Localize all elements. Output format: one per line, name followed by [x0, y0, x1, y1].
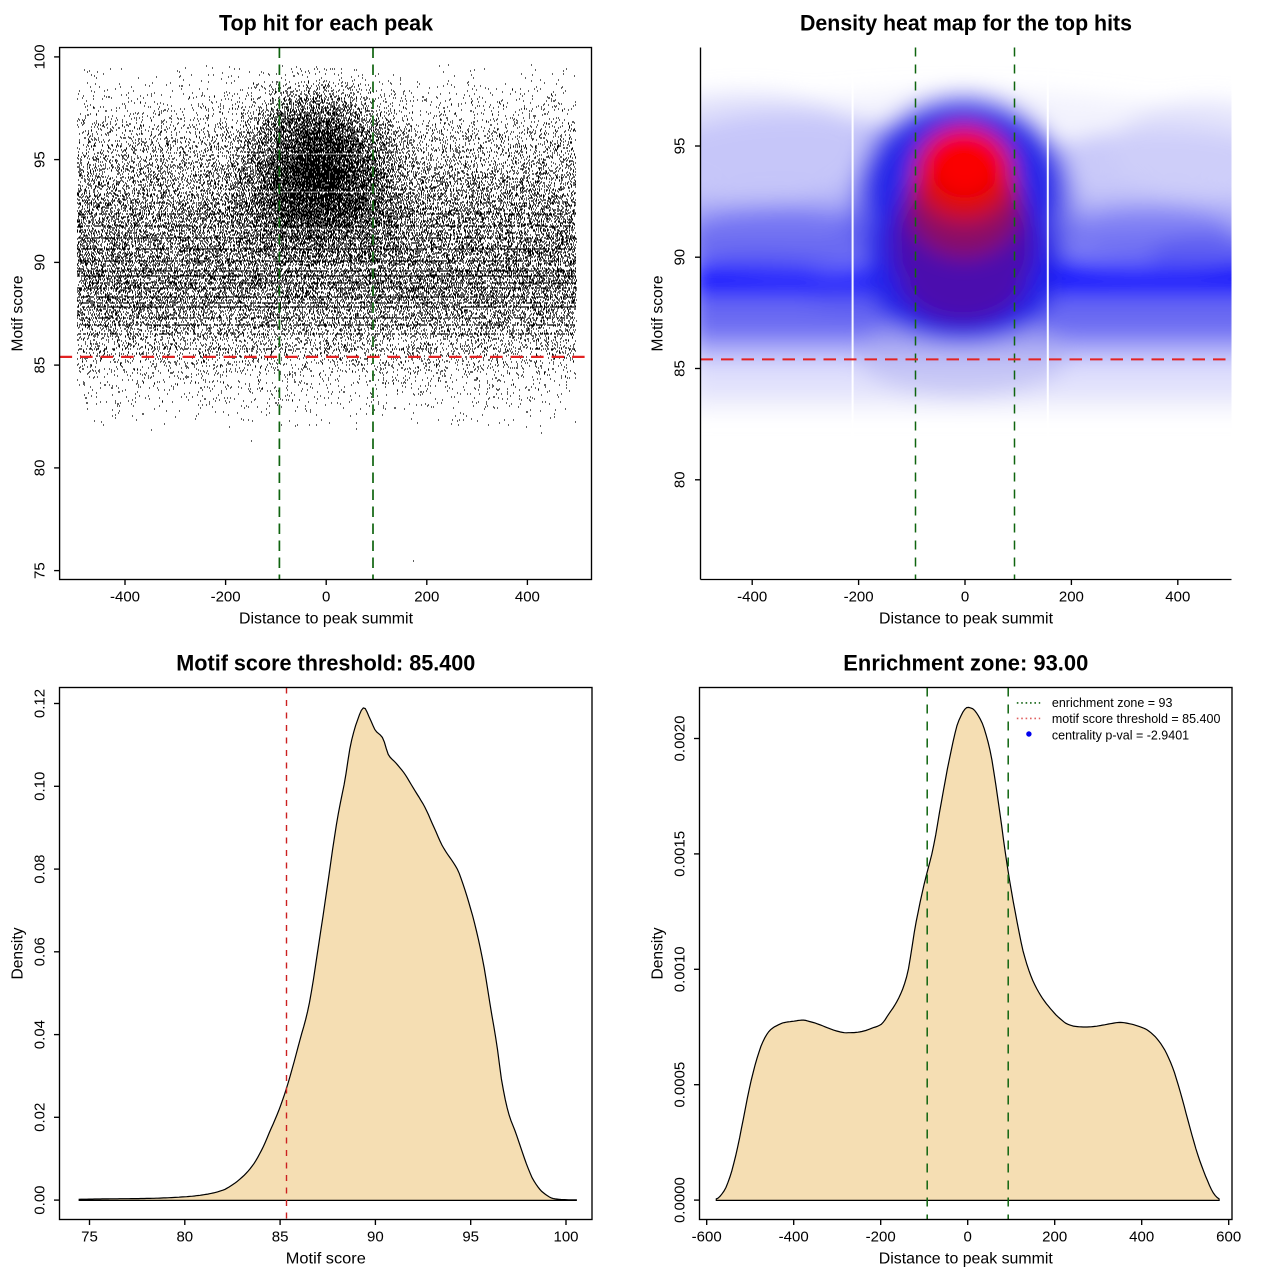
svg-text:400: 400	[515, 588, 540, 605]
svg-text:Distance to peak summit: Distance to peak summit	[879, 610, 1054, 627]
svg-text:80: 80	[32, 460, 49, 477]
svg-text:-400: -400	[110, 588, 140, 605]
svg-text:Distance to peak summit: Distance to peak summit	[879, 1250, 1054, 1267]
svg-text:100: 100	[553, 1228, 578, 1245]
svg-text:0.06: 0.06	[32, 937, 49, 966]
svg-text:0.0000: 0.0000	[672, 1177, 689, 1223]
svg-text:Enrichment zone: 93.00: Enrichment zone: 93.00	[843, 651, 1088, 676]
svg-text:Motif score: Motif score	[286, 1250, 366, 1267]
svg-text:0: 0	[322, 588, 330, 605]
svg-text:200: 200	[1059, 588, 1084, 605]
svg-text:Motif score threshold: 85.400: Motif score threshold: 85.400	[176, 651, 475, 676]
svg-text:0.10: 0.10	[32, 772, 49, 801]
svg-text:-600: -600	[692, 1228, 722, 1245]
svg-text:-200: -200	[844, 588, 874, 605]
svg-text:enrichment zone = 93: enrichment zone = 93	[1052, 696, 1173, 710]
svg-text:80: 80	[176, 1228, 193, 1245]
svg-text:85: 85	[672, 360, 689, 377]
svg-text:Distance to peak summit: Distance to peak summit	[239, 610, 414, 627]
svg-text:Density heat map for the top h: Density heat map for the top hits	[800, 11, 1132, 36]
svg-text:-200: -200	[866, 1228, 896, 1245]
svg-text:90: 90	[367, 1228, 384, 1245]
svg-text:95: 95	[462, 1228, 479, 1245]
svg-text:Motif score: Motif score	[10, 275, 27, 351]
svg-text:100: 100	[32, 44, 49, 69]
svg-text:0: 0	[964, 1228, 972, 1245]
svg-text:-200: -200	[211, 588, 241, 605]
svg-text:centrality p-val = -2.9401: centrality p-val = -2.9401	[1052, 728, 1189, 742]
svg-text:400: 400	[1129, 1228, 1154, 1245]
svg-text:80: 80	[672, 471, 689, 488]
svg-text:Density: Density	[650, 928, 667, 980]
svg-text:200: 200	[414, 588, 439, 605]
svg-text:Density: Density	[10, 928, 27, 980]
svg-text:85: 85	[32, 357, 49, 374]
svg-text:0.04: 0.04	[32, 1020, 49, 1049]
svg-text:Motif score: Motif score	[650, 275, 667, 351]
svg-text:600: 600	[1216, 1228, 1241, 1245]
svg-text:400: 400	[1165, 588, 1190, 605]
svg-text:0.0015: 0.0015	[672, 831, 689, 877]
svg-text:85: 85	[272, 1228, 289, 1245]
svg-text:motif score threshold = 85.400: motif score threshold = 85.400	[1052, 712, 1221, 726]
svg-text:75: 75	[81, 1228, 98, 1245]
svg-text:90: 90	[32, 254, 49, 271]
svg-text:90: 90	[672, 249, 689, 266]
svg-text:0.12: 0.12	[32, 689, 49, 718]
svg-text:75: 75	[32, 562, 49, 579]
svg-text:0.0010: 0.0010	[672, 946, 689, 992]
svg-text:0.00: 0.00	[32, 1185, 49, 1214]
svg-text:0.0005: 0.0005	[672, 1062, 689, 1108]
svg-text:0.0020: 0.0020	[672, 716, 689, 762]
svg-text:0.02: 0.02	[32, 1103, 49, 1132]
svg-text:-400: -400	[779, 1228, 809, 1245]
svg-text:-400: -400	[737, 588, 767, 605]
svg-text:95: 95	[32, 151, 49, 168]
svg-text:Top hit for each peak: Top hit for each peak	[219, 11, 434, 36]
svg-text:0.08: 0.08	[32, 854, 49, 883]
svg-text:95: 95	[672, 138, 689, 155]
svg-text:200: 200	[1042, 1228, 1067, 1245]
svg-text:0: 0	[961, 588, 969, 605]
